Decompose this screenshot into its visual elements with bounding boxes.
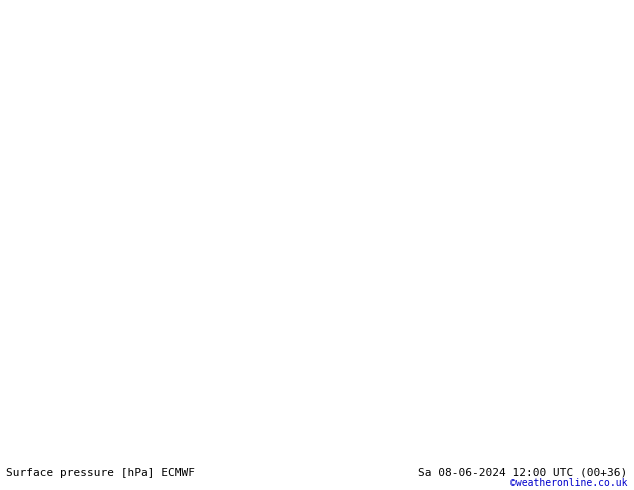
Text: Sa 08-06-2024 12:00 UTC (00+36): Sa 08-06-2024 12:00 UTC (00+36) [418, 467, 628, 478]
Text: Surface pressure [hPa] ECMWF: Surface pressure [hPa] ECMWF [6, 467, 195, 478]
Text: ©weatheronline.co.uk: ©weatheronline.co.uk [510, 478, 628, 488]
